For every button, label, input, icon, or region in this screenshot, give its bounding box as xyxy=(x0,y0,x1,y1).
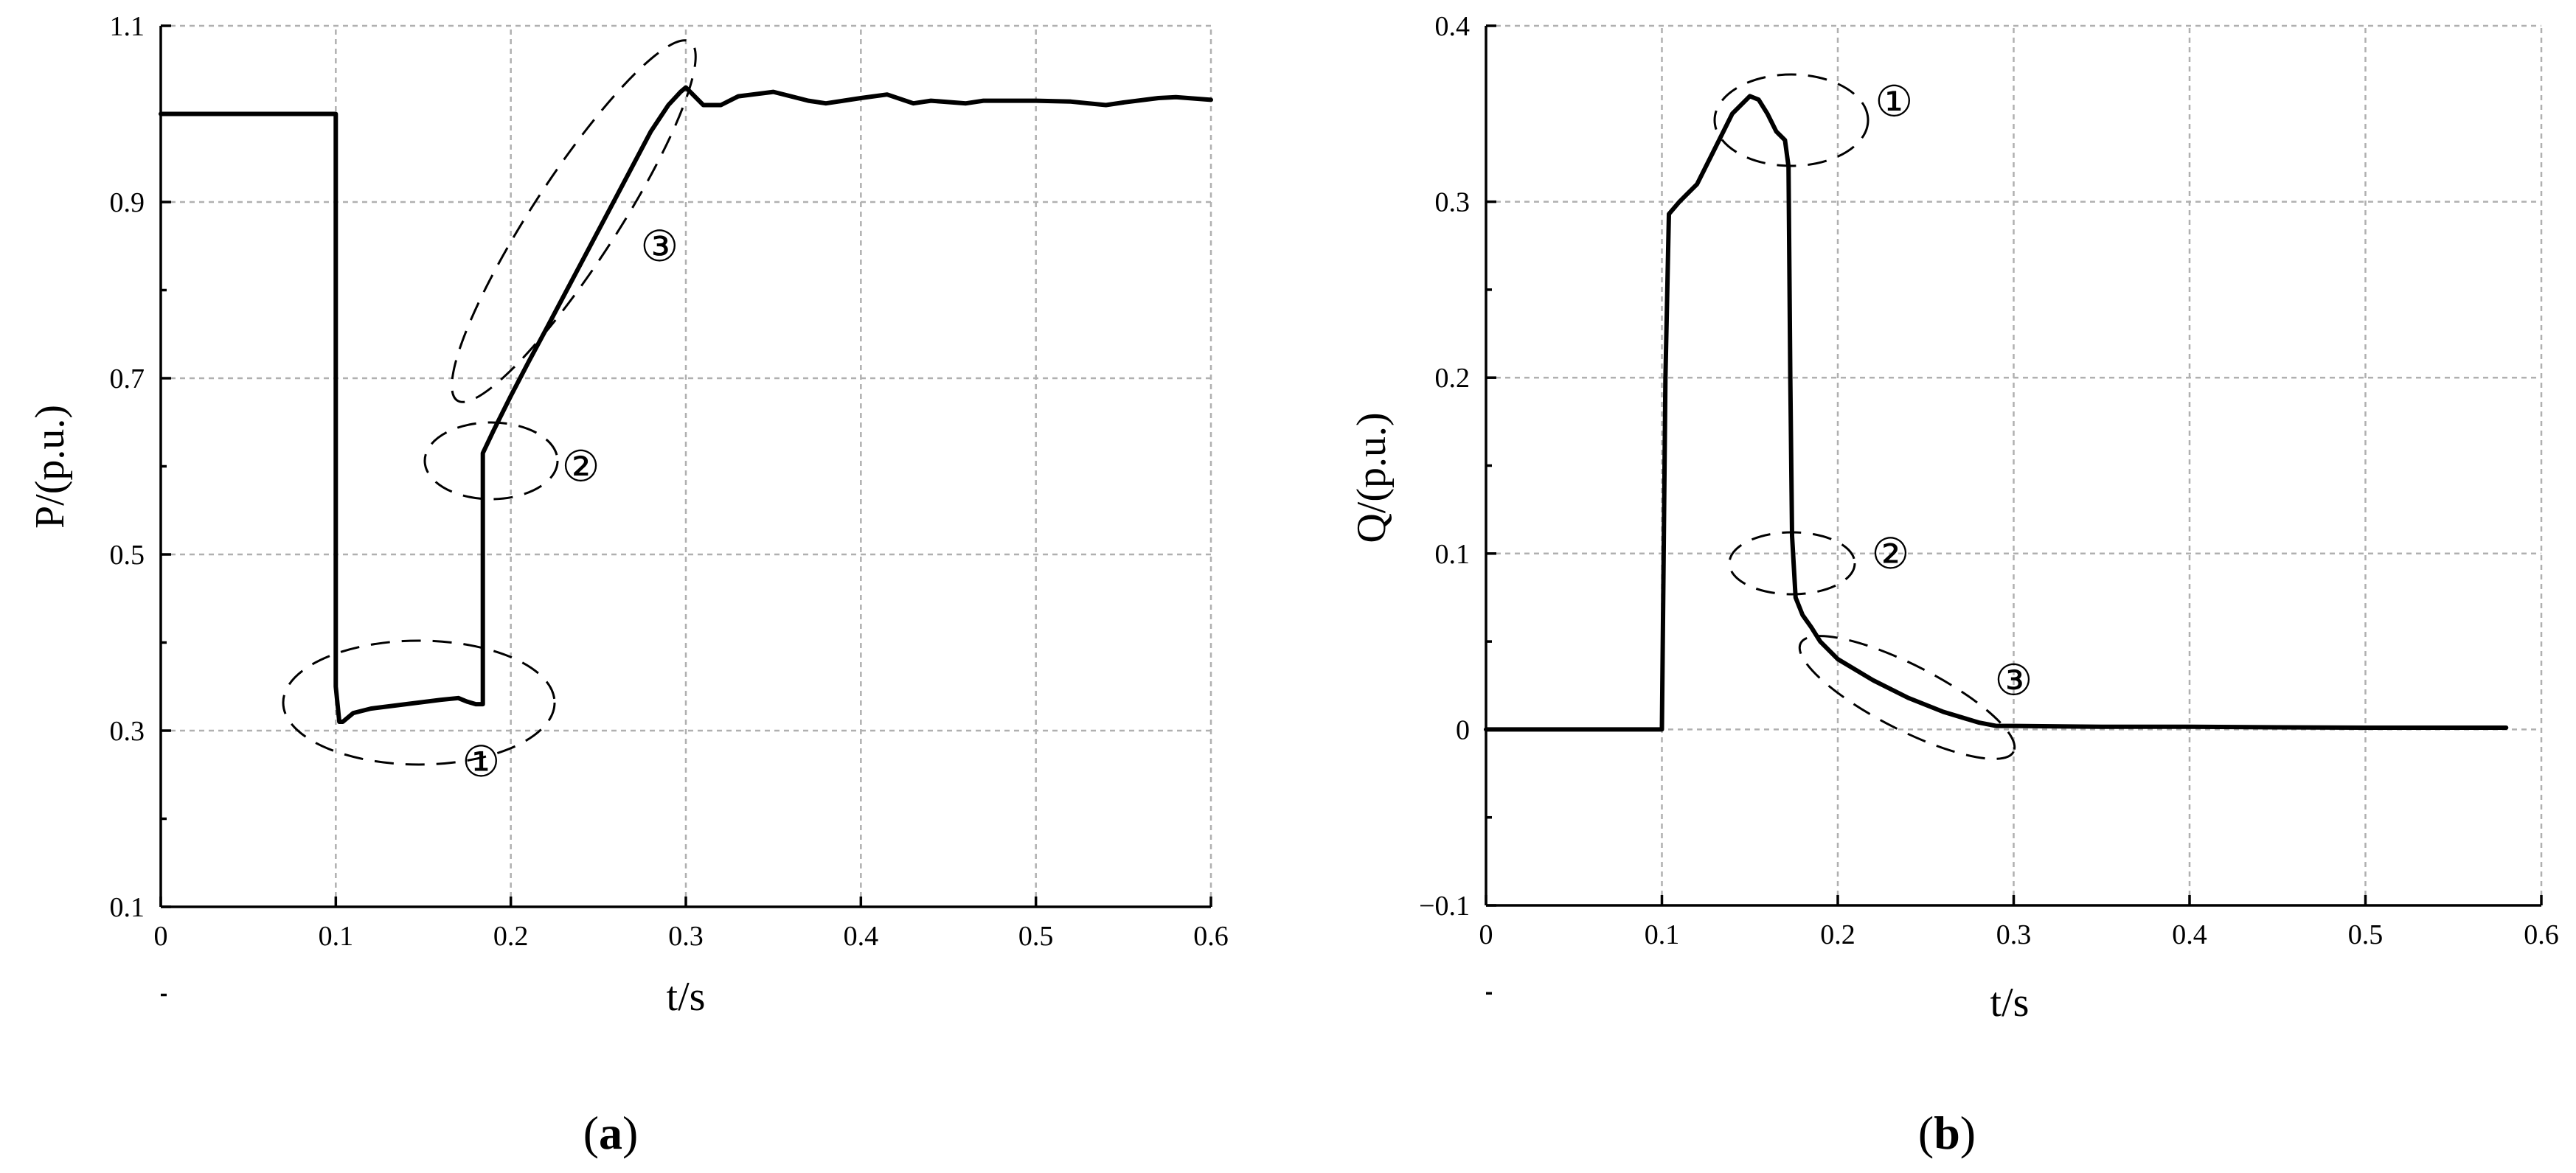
panel-b-annotations: ① ② ③ xyxy=(1872,77,2033,706)
panel-b-label-open: ( xyxy=(1918,1107,1934,1159)
panel-a-x-tick-label: 0.3 xyxy=(668,921,704,952)
panel-a-x-tick-label: 0.4 xyxy=(844,921,879,952)
panel-a-ellipse-3 xyxy=(451,39,697,403)
panel-b-ellipse-3 xyxy=(1798,635,2016,760)
panel-b-y-tick-label: 0.3 xyxy=(1435,187,1471,218)
panel-b-reactive-power-chart: −0.1 0 0.1 0.2 0.3 0.4 0 0.1 0.2 0.3 0.4 0.5 0.6 ① ②… xyxy=(1349,11,2559,1159)
panel-a-axes xyxy=(159,24,1212,997)
panel-b-y-tick-label: 0 xyxy=(1456,714,1470,745)
panel-a-x-tick-label: 0.1 xyxy=(319,921,354,952)
panel-b-y-tick-label: 0.1 xyxy=(1435,539,1471,570)
panel-b-x-tick-label: 0.2 xyxy=(1820,919,1855,950)
panel-b-axes xyxy=(1485,24,2543,995)
panel-a-label-letter: a xyxy=(599,1107,622,1159)
panel-b-ellipse-1 xyxy=(1713,73,1869,167)
panel-a-x-tick-label: 0.2 xyxy=(493,921,529,952)
panel-a-annotation-1: ① xyxy=(462,737,500,787)
panel-b-x-tick-label: 0.5 xyxy=(2348,919,2384,950)
panel-a-x-axis-label: t/s xyxy=(667,974,706,1020)
panel-a-x-tick-label: 0.5 xyxy=(1018,921,1054,952)
panel-b-x-tick-label: 0 xyxy=(1479,919,1493,950)
panel-b-x-tick-label: 0.4 xyxy=(2172,919,2207,950)
panel-b-grid xyxy=(1486,24,2543,905)
panel-a-power-chart: 0.1 0.3 0.5 0.7 0.9 1.1 0 0.1 0.2 0.3 0.4 0.5 0.6 ①… xyxy=(27,11,1229,1159)
panel-b-x-tick-label: 0.1 xyxy=(1645,919,1680,950)
panel-a-y-tick-label: 1.1 xyxy=(110,11,145,42)
panel-b-x-tick-labels: 0 0.1 0.2 0.3 0.4 0.5 0.6 xyxy=(1479,919,2559,950)
panel-b-label: (b) xyxy=(1918,1107,1976,1159)
panel-b-y-tick-labels: −0.1 0 0.1 0.2 0.3 0.4 xyxy=(1419,11,1470,922)
panel-b-y-tick-label: 0.2 xyxy=(1435,363,1471,394)
panel-a-label: (a) xyxy=(583,1107,639,1159)
panel-a-y-tick-label: 0.5 xyxy=(110,540,145,571)
panel-a-ellipse-1 xyxy=(282,639,556,766)
panel-b-annotation-1: ① xyxy=(1875,77,1913,127)
panel-a-annotation-3: ③ xyxy=(640,221,678,271)
panel-a-label-close: ) xyxy=(622,1107,638,1159)
panel-a-grid xyxy=(161,24,1212,907)
panel-b-x-axis-label: t/s xyxy=(1990,980,2030,1026)
panel-a-label-open: ( xyxy=(583,1107,599,1159)
panel-b-annotation-2: ② xyxy=(1872,529,1910,579)
panel-b-x-tick-label: 0.3 xyxy=(1996,919,2032,950)
panel-a-y-tick-label: 0.1 xyxy=(110,892,145,923)
panel-b-label-letter: b xyxy=(1934,1107,1960,1159)
panel-b-y-axis-label: Q/(p.u.) xyxy=(1349,412,1395,543)
panel-a-dashed-ellipses xyxy=(282,39,697,766)
panel-a-x-tick-label: 0 xyxy=(154,921,168,952)
panel-a-y-tick-label: 0.3 xyxy=(110,716,145,747)
panel-b-dashed-ellipses xyxy=(1713,73,2016,760)
panel-a-x-tick-labels: 0 0.1 0.2 0.3 0.4 0.5 0.6 xyxy=(154,921,1229,952)
panel-a-annotation-2: ② xyxy=(562,442,600,492)
panel-a-y-tick-label: 0.7 xyxy=(110,363,145,394)
panel-b-annotation-3: ③ xyxy=(1995,655,2033,706)
panel-b-label-close: ) xyxy=(1960,1107,1976,1159)
panel-b-x-tick-label: 0.6 xyxy=(2524,919,2559,950)
panel-a-annotations: ① ② ③ xyxy=(462,221,678,787)
panel-a-x-tick-label: 0.6 xyxy=(1193,921,1229,952)
panel-a-y-tick-labels: 0.1 0.3 0.5 0.7 0.9 1.1 xyxy=(110,11,145,923)
panel-b-y-tick-label: −0.1 xyxy=(1419,891,1470,922)
panel-b-reactive-power-curve xyxy=(1484,94,2509,732)
panel-a-y-axis-label: P/(p.u.) xyxy=(27,405,73,529)
panel-b-y-tick-label: 0.4 xyxy=(1435,11,1471,42)
panel-a-y-tick-label: 0.9 xyxy=(110,187,145,218)
panel-a-power-curve xyxy=(159,85,1213,724)
panel-a-ellipse-2 xyxy=(423,421,559,501)
